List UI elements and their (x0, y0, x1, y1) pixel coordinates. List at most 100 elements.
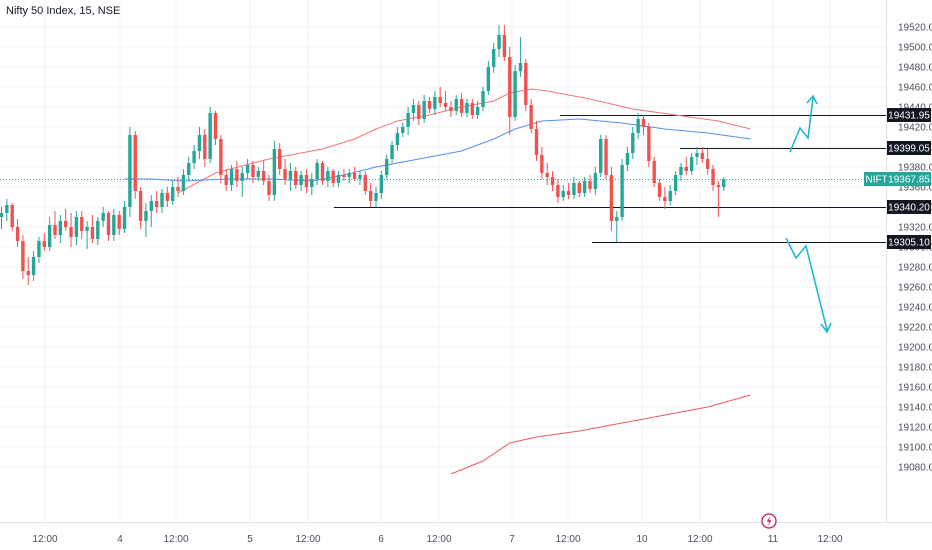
candle[interactable] (101, 207, 105, 227)
candle[interactable] (700, 147, 705, 163)
candle[interactable] (604, 135, 608, 179)
candle[interactable] (21, 235, 25, 279)
candle[interactable] (304, 169, 309, 193)
candle[interactable] (326, 167, 330, 187)
candle[interactable] (358, 171, 362, 185)
candle[interactable] (636, 113, 640, 139)
candle[interactable] (261, 161, 266, 185)
candle[interactable] (722, 177, 726, 191)
candle[interactable] (706, 149, 710, 175)
candle[interactable] (427, 97, 432, 113)
candle[interactable] (53, 211, 57, 239)
candle[interactable] (620, 159, 624, 221)
candle[interactable] (96, 217, 100, 245)
candles[interactable] (0, 25, 726, 285)
candle[interactable] (106, 211, 111, 241)
candle[interactable] (497, 25, 501, 57)
candle[interactable] (315, 159, 319, 185)
candle[interactable] (492, 43, 496, 73)
candle[interactable] (288, 163, 293, 191)
candle[interactable] (433, 91, 437, 115)
candle[interactable] (256, 167, 260, 181)
candle[interactable] (550, 171, 555, 191)
candle[interactable] (176, 177, 180, 197)
candle[interactable] (245, 159, 250, 179)
candle[interactable] (278, 143, 282, 175)
candle[interactable] (508, 47, 512, 135)
candle[interactable] (320, 161, 325, 185)
candle[interactable] (47, 217, 52, 251)
lightning-icon[interactable] (761, 513, 777, 529)
candle[interactable] (58, 215, 63, 243)
candle[interactable] (187, 157, 191, 181)
candle[interactable] (299, 171, 303, 191)
candle[interactable] (208, 107, 212, 163)
candle[interactable] (459, 93, 464, 117)
candle[interactable] (481, 87, 485, 111)
time-axis[interactable]: 12:00 4 12:00 5 12:00 6 12:00 7 12:00 10 12:00 11 12… (0, 522, 932, 546)
candle[interactable] (422, 95, 426, 123)
candle[interactable] (679, 163, 683, 181)
candle[interactable] (641, 115, 646, 135)
candle[interactable] (310, 173, 314, 195)
candle[interactable] (26, 257, 30, 285)
candle[interactable] (37, 237, 41, 263)
candle[interactable] (668, 185, 672, 205)
candle[interactable] (609, 167, 614, 231)
candle[interactable] (181, 169, 186, 195)
candle[interactable] (133, 131, 137, 199)
candle[interactable] (615, 211, 619, 242)
candle[interactable] (294, 167, 298, 189)
candle[interactable] (342, 169, 346, 181)
candle[interactable] (272, 141, 277, 201)
candle[interactable] (138, 187, 143, 229)
candle[interactable] (513, 65, 517, 121)
candle[interactable] (438, 87, 442, 107)
candle[interactable] (561, 185, 565, 201)
candle[interactable] (122, 201, 127, 233)
candle[interactable] (577, 181, 581, 197)
candle[interactable] (149, 195, 153, 227)
candle[interactable] (267, 175, 271, 201)
candle[interactable] (556, 179, 560, 203)
candle[interactable] (711, 165, 715, 191)
candle[interactable] (363, 171, 367, 195)
candle[interactable] (454, 95, 458, 115)
candle[interactable] (112, 209, 116, 241)
candle[interactable] (197, 127, 202, 159)
candle[interactable] (374, 187, 378, 207)
candle[interactable] (347, 169, 351, 183)
candle[interactable] (588, 175, 592, 193)
candle[interactable] (470, 99, 474, 119)
candle[interactable] (486, 61, 491, 95)
candle[interactable] (165, 187, 170, 207)
candle[interactable] (10, 203, 14, 231)
candle[interactable] (229, 165, 234, 191)
candle[interactable] (224, 169, 228, 191)
candle[interactable] (213, 111, 218, 145)
candle[interactable] (64, 209, 68, 231)
candle[interactable] (534, 121, 539, 161)
candle[interactable] (117, 211, 121, 235)
candle[interactable] (465, 99, 469, 117)
candle[interactable] (171, 181, 175, 205)
candle[interactable] (85, 221, 89, 249)
candle[interactable] (657, 179, 662, 201)
candle[interactable] (160, 189, 164, 213)
candle[interactable] (379, 171, 384, 199)
candle[interactable] (219, 135, 223, 183)
candle[interactable] (128, 127, 132, 217)
candle[interactable] (625, 147, 630, 171)
candle[interactable] (572, 177, 576, 199)
candle[interactable] (716, 181, 721, 217)
candle[interactable] (5, 199, 9, 221)
candle[interactable] (203, 129, 207, 167)
candle[interactable] (395, 127, 400, 151)
candle[interactable] (599, 135, 603, 177)
candle[interactable] (652, 157, 656, 187)
candle[interactable] (390, 141, 394, 163)
candle[interactable] (695, 147, 699, 165)
candle[interactable] (352, 167, 357, 181)
candle[interactable] (545, 163, 549, 185)
